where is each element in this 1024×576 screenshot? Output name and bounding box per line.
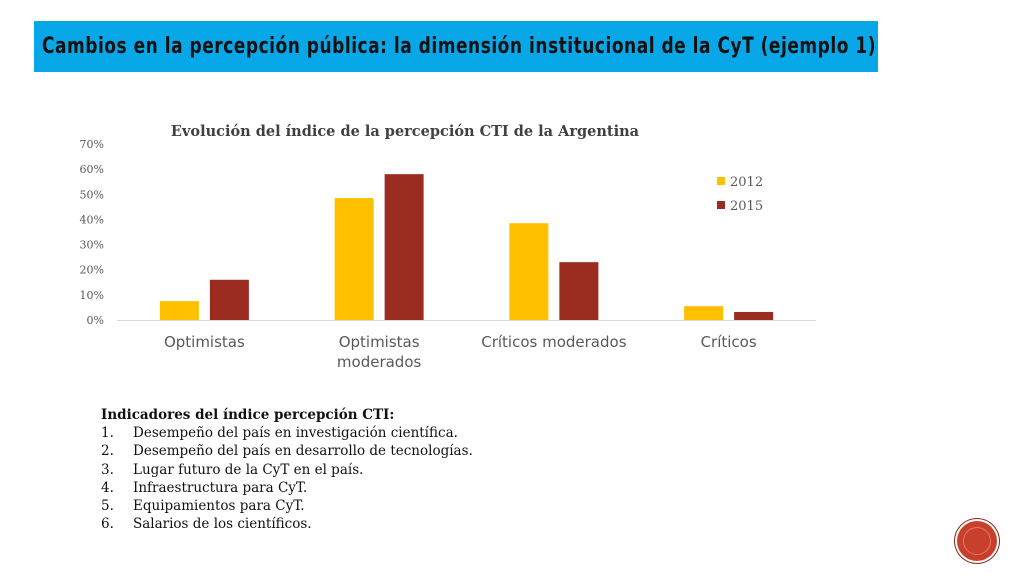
bar-2012-0 <box>159 301 199 320</box>
x-category-label-line: Críticos <box>701 333 757 351</box>
indicator-text: Desempeño del país en desarrollo de tecn… <box>133 443 473 460</box>
legend-label: 2012 <box>730 175 763 190</box>
indicators-panel: Indicadores del índice percepción CTI: 1… <box>101 406 621 533</box>
indicator-number: 6. <box>101 516 114 533</box>
indicator-text: Salarios de los científicos. <box>133 516 312 533</box>
x-category-label: Críticos <box>701 333 757 351</box>
bar-2015-2 <box>559 262 599 320</box>
bar-chart: Evolución del índice de la percepción CT… <box>80 123 816 371</box>
bar-2015-1 <box>384 174 424 320</box>
x-category-label-line: moderados <box>337 353 422 371</box>
indicator-number: 3. <box>101 461 114 478</box>
y-tick-label: 50% <box>80 188 104 201</box>
chart-title: Evolución del índice de la percepción CT… <box>171 123 640 140</box>
y-tick-label: 20% <box>80 264 104 277</box>
indicator-item: 4. Infraestructura para CyT. <box>101 479 621 497</box>
x-category-label: Críticos moderados <box>481 333 626 351</box>
indicators-heading: Indicadores del índice percepción CTI: <box>101 407 395 423</box>
indicator-item: 6. Salarios de los científicos. <box>101 515 621 533</box>
x-category-label-line: Optimistas <box>164 333 245 351</box>
legend-label: 2015 <box>730 199 763 214</box>
bar-2012-1 <box>334 198 374 320</box>
legend-swatch-2012 <box>717 177 725 185</box>
bar-2012-3 <box>684 306 724 320</box>
x-category-label: Optimistas moderados <box>337 333 422 371</box>
indicator-item: 3. Lugar futuro de la CyT en el país. <box>101 461 621 479</box>
indicator-number: 1. <box>101 425 114 442</box>
bar-2012-2 <box>509 223 549 320</box>
indicator-number: 4. <box>101 479 114 496</box>
slide-title: Cambios en la percepción pública: la dim… <box>42 34 877 59</box>
bar-2015-0 <box>209 279 249 320</box>
y-tick-label: 30% <box>80 239 104 252</box>
indicator-text: Equipamientos para CyT. <box>133 498 305 515</box>
slide-number-badge <box>957 521 997 561</box>
x-category-label-line: Optimistas <box>339 333 420 351</box>
indicator-number: 2. <box>101 443 114 460</box>
y-tick-label: 10% <box>80 289 104 302</box>
indicator-item: 5. Equipamientos para CyT. <box>101 497 621 515</box>
indicators-list: 1. Desempeño del país en investigación c… <box>101 424 621 533</box>
legend-swatch-2015 <box>717 201 725 209</box>
indicator-number: 5. <box>101 498 114 515</box>
y-tick-label: 0% <box>87 314 104 327</box>
indicator-item: 2. Desempeño del país en desarrollo de t… <box>101 442 621 460</box>
x-category-label-line: Críticos moderados <box>481 333 626 351</box>
title-bar: Cambios en la percepción pública: la dim… <box>34 21 878 72</box>
indicator-text: Desempeño del país en investigación cien… <box>133 425 458 442</box>
y-tick-label: 40% <box>80 213 104 226</box>
bar-2015-3 <box>734 311 774 320</box>
y-tick-label: 60% <box>80 163 104 176</box>
indicator-text: Infraestructura para CyT. <box>133 479 308 496</box>
indicator-item: 1. Desempeño del país en investigación c… <box>101 424 621 442</box>
y-tick-label: 70% <box>80 138 104 151</box>
x-category-label: Optimistas <box>164 333 245 351</box>
badge-ring <box>963 527 991 555</box>
indicator-text: Lugar futuro de la CyT en el país. <box>133 461 364 478</box>
